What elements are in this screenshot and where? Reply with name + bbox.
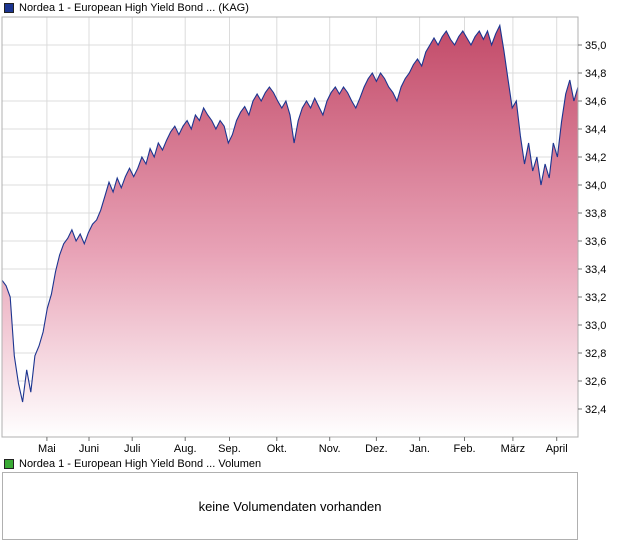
x-axis-label: April bbox=[546, 443, 568, 455]
x-axis-label: Jan. bbox=[409, 443, 430, 455]
y-axis-label: 34,2 bbox=[585, 152, 606, 164]
x-axis-label: Nov. bbox=[319, 443, 341, 455]
plot-border bbox=[1, 16, 579, 438]
y-axis-label: 33,0 bbox=[585, 320, 606, 332]
y-axis-label: 32,8 bbox=[585, 348, 606, 360]
y-axis-label: 34,6 bbox=[585, 96, 606, 108]
x-axis-label: Juli bbox=[124, 443, 141, 455]
y-axis-label: 32,4 bbox=[585, 404, 606, 416]
price-line bbox=[1, 23, 579, 403]
y-axis-label: 34,8 bbox=[585, 68, 606, 80]
x-axis-label: Sep. bbox=[218, 443, 241, 455]
x-axis-label: Juni bbox=[79, 443, 99, 455]
x-axis-label: Dez. bbox=[365, 443, 388, 455]
volume-panel: keine Volumendaten vorhanden bbox=[2, 472, 578, 540]
y-axis-label: 33,4 bbox=[585, 264, 606, 276]
volume-legend: Nordea 1 - European High Yield Bond ... … bbox=[0, 456, 620, 472]
y-axis-label: 35,0 bbox=[585, 40, 606, 52]
y-axis-label: 33,8 bbox=[585, 208, 606, 220]
price-legend: Nordea 1 - European High Yield Bond ... … bbox=[0, 0, 620, 16]
y-axis-label: 33,6 bbox=[585, 236, 606, 248]
price-area bbox=[2, 25, 578, 438]
volume-legend-label: Nordea 1 - European High Yield Bond ... … bbox=[19, 458, 262, 470]
x-axis-label: Feb. bbox=[453, 443, 475, 455]
volume-message: keine Volumendaten vorhanden bbox=[198, 498, 382, 514]
x-axis-label: Aug. bbox=[174, 443, 197, 455]
x-axis-label: Okt. bbox=[267, 443, 287, 455]
price-legend-swatch-icon bbox=[4, 3, 14, 13]
price-chart[interactable]: 35,0 34,8 34,6 34,4 34,2 34,0 33,8 33,6 33,4 33,2… bbox=[0, 16, 620, 456]
volume-legend-swatch-icon bbox=[4, 459, 14, 469]
x-axis-label: Mai bbox=[38, 443, 56, 455]
y-axis-label: 34,0 bbox=[585, 180, 606, 192]
x-axis-label: März bbox=[501, 443, 525, 455]
price-legend-label: Nordea 1 - European High Yield Bond ... … bbox=[19, 2, 249, 14]
y-axis-label: 34,4 bbox=[585, 124, 606, 136]
y-axis-label: 33,2 bbox=[585, 292, 606, 304]
y-axis-label: 32,6 bbox=[585, 376, 606, 388]
